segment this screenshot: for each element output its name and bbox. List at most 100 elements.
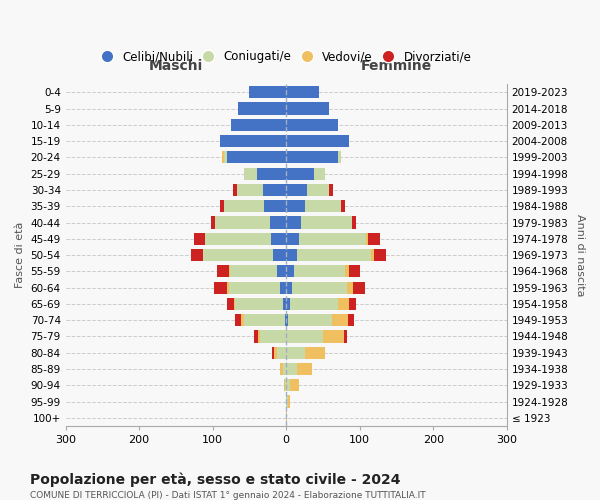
Bar: [283, 363, 286, 375]
Bar: [286, 152, 338, 164]
Bar: [211, 216, 215, 228]
Bar: [286, 265, 293, 278]
Bar: [286, 298, 290, 310]
Bar: [352, 216, 356, 228]
Bar: [286, 330, 323, 342]
Bar: [220, 135, 286, 147]
Bar: [329, 184, 332, 196]
Bar: [338, 152, 341, 164]
Bar: [290, 298, 338, 310]
Bar: [241, 314, 244, 326]
Bar: [286, 396, 287, 407]
Bar: [277, 265, 286, 278]
Bar: [237, 184, 263, 196]
Bar: [286, 86, 319, 99]
Bar: [287, 396, 290, 407]
Bar: [349, 265, 361, 278]
Bar: [263, 184, 286, 196]
Bar: [260, 330, 286, 342]
Bar: [194, 232, 205, 245]
Bar: [286, 363, 297, 375]
Bar: [235, 314, 241, 326]
Bar: [286, 168, 314, 180]
Bar: [374, 249, 386, 261]
Bar: [222, 152, 224, 164]
Bar: [297, 363, 312, 375]
Bar: [271, 232, 286, 245]
Bar: [231, 118, 286, 131]
Bar: [301, 216, 352, 228]
Y-axis label: Anni di nascita: Anni di nascita: [575, 214, 585, 296]
Bar: [254, 330, 257, 342]
Bar: [344, 330, 347, 342]
Bar: [290, 379, 299, 392]
Bar: [368, 232, 380, 245]
Bar: [224, 152, 227, 164]
Bar: [286, 282, 292, 294]
Bar: [238, 102, 286, 115]
Text: Popolazione per età, sesso e stato civile - 2024: Popolazione per età, sesso e stato civil…: [30, 472, 401, 487]
Bar: [286, 232, 299, 245]
Bar: [272, 346, 274, 359]
Bar: [286, 379, 290, 392]
Bar: [205, 232, 271, 245]
Bar: [286, 118, 338, 131]
Bar: [348, 314, 354, 326]
Bar: [280, 363, 283, 375]
Bar: [283, 298, 286, 310]
Bar: [285, 379, 286, 392]
Legend: Celibi/Nubili, Coniugati/e, Vedovi/e, Divorziati/e: Celibi/Nubili, Coniugati/e, Vedovi/e, Di…: [96, 46, 476, 68]
Bar: [365, 232, 368, 245]
Bar: [217, 265, 229, 278]
Bar: [280, 282, 286, 294]
Bar: [297, 249, 371, 261]
Bar: [234, 298, 235, 310]
Bar: [227, 282, 229, 294]
Bar: [286, 412, 287, 424]
Bar: [285, 314, 286, 326]
Bar: [229, 282, 280, 294]
Bar: [307, 184, 329, 196]
Bar: [286, 346, 305, 359]
Bar: [191, 249, 203, 261]
Bar: [347, 282, 353, 294]
Bar: [257, 330, 260, 342]
Bar: [341, 200, 345, 212]
Bar: [273, 249, 286, 261]
Bar: [203, 249, 273, 261]
Bar: [214, 282, 227, 294]
Bar: [220, 200, 224, 212]
Bar: [286, 249, 297, 261]
Bar: [371, 249, 374, 261]
Bar: [287, 314, 332, 326]
Bar: [345, 265, 349, 278]
Bar: [349, 298, 356, 310]
Bar: [235, 298, 283, 310]
Bar: [284, 379, 285, 392]
Bar: [233, 184, 237, 196]
Bar: [305, 346, 325, 359]
Bar: [332, 314, 348, 326]
Bar: [286, 216, 301, 228]
Bar: [286, 184, 307, 196]
Y-axis label: Fasce di età: Fasce di età: [15, 222, 25, 288]
Bar: [299, 232, 365, 245]
Bar: [286, 314, 287, 326]
Text: Maschi: Maschi: [149, 59, 203, 73]
Bar: [286, 135, 349, 147]
Text: COMUNE DI TERRICCIOLA (PI) - Dati ISTAT 1° gennaio 2024 - Elaborazione TUTTITALI: COMUNE DI TERRICCIOLA (PI) - Dati ISTAT …: [30, 491, 425, 500]
Bar: [323, 330, 344, 342]
Bar: [305, 200, 341, 212]
Bar: [314, 168, 325, 180]
Bar: [257, 168, 286, 180]
Bar: [286, 200, 305, 212]
Bar: [215, 216, 270, 228]
Bar: [353, 282, 365, 294]
Bar: [244, 168, 257, 180]
Bar: [293, 265, 345, 278]
Bar: [292, 282, 347, 294]
Bar: [264, 200, 286, 212]
Bar: [338, 298, 349, 310]
Bar: [230, 265, 277, 278]
Bar: [244, 314, 285, 326]
